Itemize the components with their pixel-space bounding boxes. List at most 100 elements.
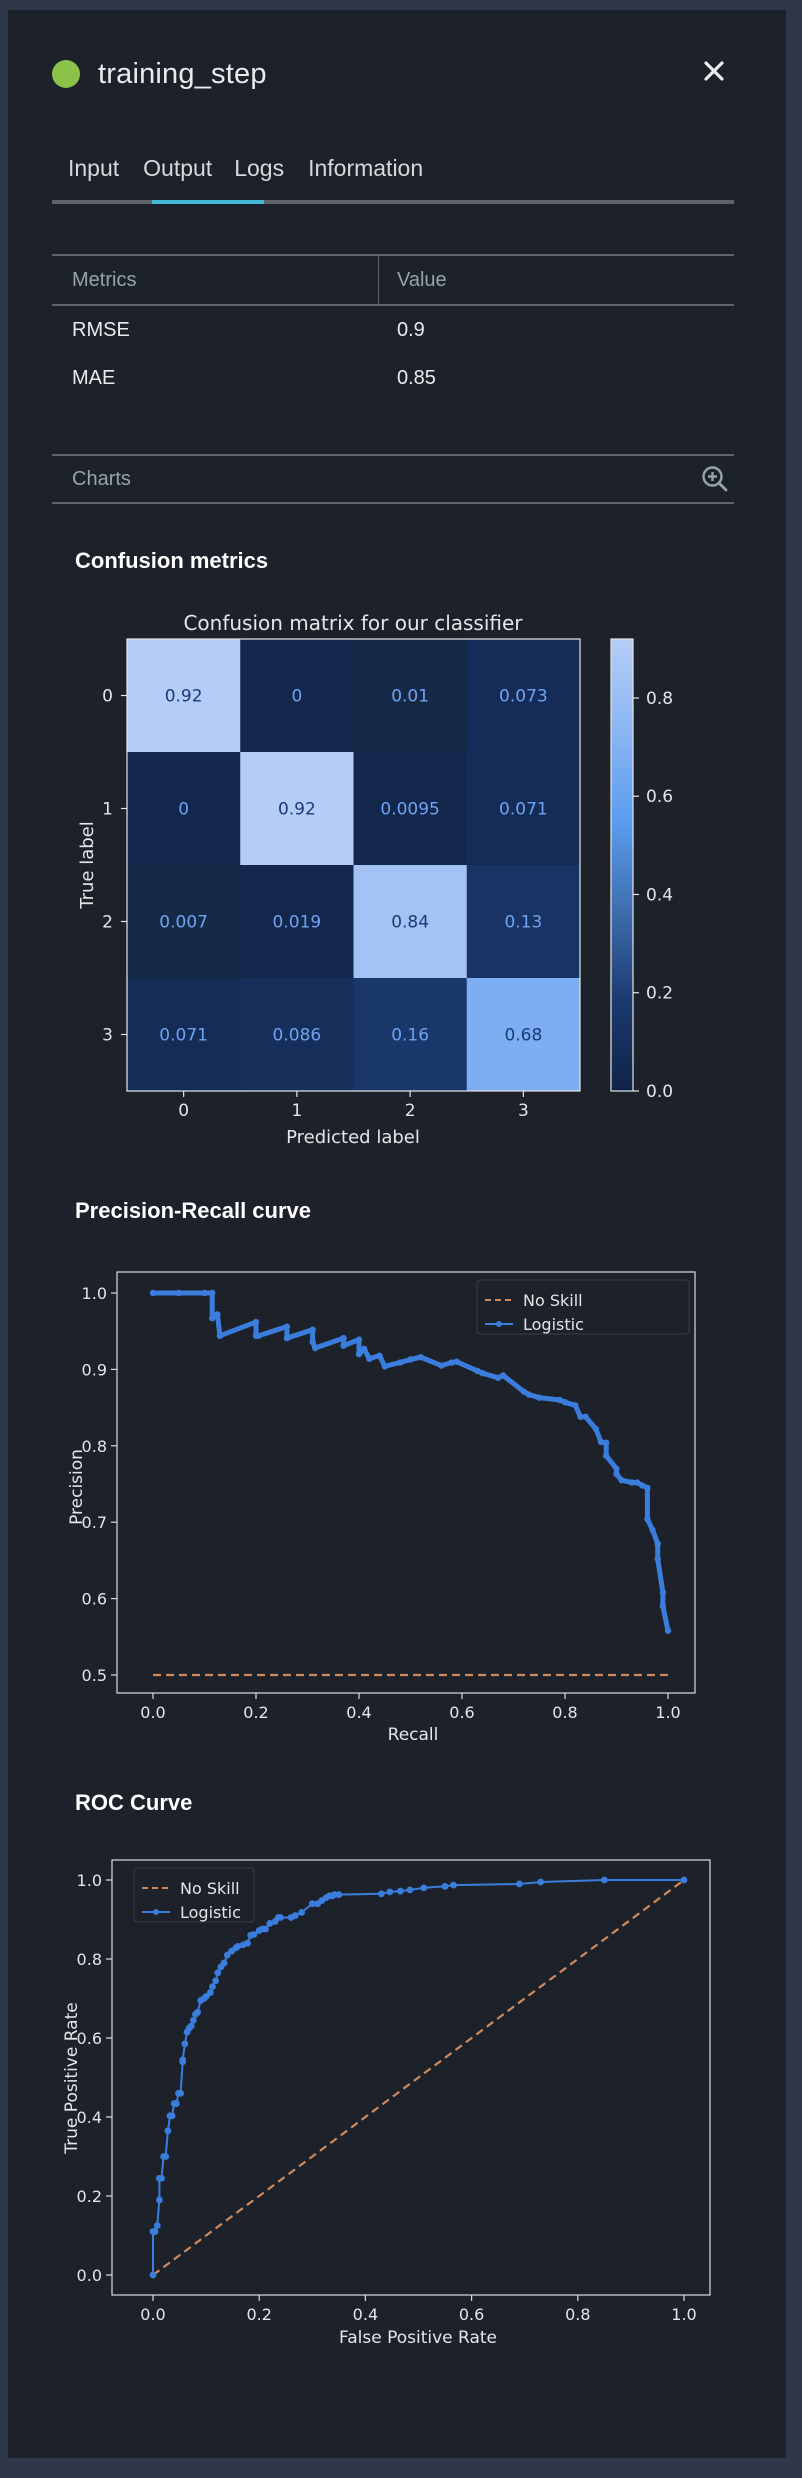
data-point — [417, 1353, 424, 1361]
data-point — [659, 1603, 667, 1610]
cm-xtick-label: 2 — [405, 1101, 416, 1121]
panel-header: training_step — [52, 56, 267, 92]
cm-cell — [240, 865, 354, 979]
close-icon — [704, 61, 724, 81]
data-point — [340, 1342, 347, 1349]
data-point — [212, 1977, 220, 1985]
data-point — [618, 1476, 625, 1484]
data-point — [537, 1878, 545, 1886]
data-point — [438, 1362, 445, 1369]
ytick-label: 0.8 — [82, 1437, 107, 1456]
data-point — [474, 1367, 481, 1375]
ytick-label: 0.8 — [77, 1950, 102, 1969]
cm-cell-label: 0.68 — [504, 1026, 542, 1046]
data-point — [376, 1352, 383, 1359]
data-point — [206, 1989, 214, 1996]
cm-ylabel: True label — [77, 821, 98, 910]
column-header-metrics: Metrics — [52, 256, 379, 304]
cm-ytick-label: 3 — [102, 1026, 113, 1046]
legend-label: Logistic — [523, 1315, 584, 1334]
data-point — [214, 1311, 221, 1318]
data-point — [494, 1374, 502, 1382]
data-point — [252, 1318, 260, 1326]
cm-cell-label: 0 — [178, 800, 189, 820]
cm-cell-label: 0.84 — [391, 913, 429, 933]
data-point — [309, 1326, 316, 1333]
pr-xlabel: Recall — [388, 1725, 439, 1745]
colorbar-tick-label: 0.2 — [646, 984, 673, 1004]
data-point — [360, 1345, 368, 1352]
cm-cell-label: 0.16 — [391, 1026, 429, 1046]
data-point — [366, 1355, 373, 1362]
pr-axes-frame — [116, 1271, 696, 1694]
xtick-label: 0.6 — [459, 2305, 484, 2324]
roc-ylabel: True Positive Rate — [62, 2002, 82, 2154]
pr-ylabel: Precision — [67, 1449, 87, 1525]
tab-logs[interactable]: Logs — [234, 155, 285, 181]
data-point — [520, 1388, 527, 1395]
xtick-label: 0.2 — [246, 2305, 271, 2324]
close-button[interactable] — [700, 54, 728, 88]
ytick-label: 0.9 — [82, 1360, 107, 1379]
cm-ytick-label: 1 — [102, 800, 113, 820]
ytick-label: 0.2 — [77, 2187, 102, 2206]
cm-xtick-label: 1 — [291, 1101, 302, 1121]
data-point — [177, 2089, 185, 2097]
tab-output[interactable]: Output — [143, 155, 213, 181]
column-header-value: Value — [397, 268, 447, 291]
data-point — [654, 1540, 661, 1547]
data-point — [214, 1969, 222, 1977]
tab-information[interactable]: Information — [308, 155, 424, 181]
xtick-label: 0.2 — [243, 1703, 268, 1722]
step-details-panel — [8, 10, 786, 2458]
legend-box — [476, 1279, 690, 1335]
data-point — [664, 1627, 672, 1634]
data-point — [340, 1334, 347, 1342]
cm-xlabel: Predicted label — [286, 1127, 420, 1148]
cm-cell — [353, 865, 468, 979]
roc-chart: 0.0 0.2 0.4 0.6 0.8 1.0 0.0 0.2 0.4 0.6 0.8 1.0 Fal… — [62, 1859, 711, 2348]
data-point — [262, 1925, 269, 1933]
data-point — [397, 1887, 404, 1895]
data-point — [536, 1394, 543, 1401]
xtick-label: 0.0 — [140, 1703, 165, 1722]
series-line-logistic — [153, 1290, 671, 1632]
cm-ytick-label: 2 — [102, 913, 113, 933]
ytick-label: 0.5 — [82, 1666, 107, 1685]
data-point — [448, 1359, 455, 1366]
roc-axes-frame — [111, 1859, 711, 2296]
table-row: RMSE 0.9 — [52, 306, 734, 354]
charts-label: Charts — [72, 467, 131, 490]
data-point — [613, 1470, 620, 1478]
ytick-label: 0.0 — [77, 2266, 102, 2285]
data-point — [291, 1912, 299, 1919]
data-point — [355, 1350, 363, 1358]
colorbar-tick-label: 0.6 — [646, 787, 673, 807]
data-point — [441, 1882, 449, 1890]
cm-cell-label: 0.073 — [499, 687, 548, 707]
data-point — [592, 1425, 600, 1433]
xtick-label: 0.6 — [449, 1703, 474, 1722]
tab-input[interactable]: Input — [68, 155, 120, 181]
data-point — [250, 1931, 258, 1938]
data-point — [151, 2228, 159, 2235]
xtick-label: 0.0 — [140, 2305, 165, 2324]
roc-xlabel: False Positive Rate — [339, 2328, 497, 2348]
cm-cell — [240, 752, 354, 866]
data-point — [283, 1334, 291, 1342]
data-point — [277, 1914, 284, 1921]
table-row: MAE 0.85 — [52, 354, 734, 402]
colorbar — [610, 638, 634, 1092]
legend-label: No Skill — [523, 1291, 583, 1310]
data-point — [600, 1876, 608, 1884]
ytick-label: 0.4 — [77, 2108, 102, 2127]
cm-cell-label: 0.01 — [391, 687, 429, 707]
data-point — [613, 1465, 620, 1472]
data-point — [201, 1289, 208, 1297]
cm-cell — [127, 639, 241, 753]
zoom-in-icon[interactable] — [700, 464, 730, 494]
data-point — [633, 1479, 641, 1486]
cm-cell-label: 0.92 — [278, 800, 316, 820]
data-point — [355, 1336, 363, 1343]
ytick-label: 1.0 — [82, 1284, 107, 1303]
